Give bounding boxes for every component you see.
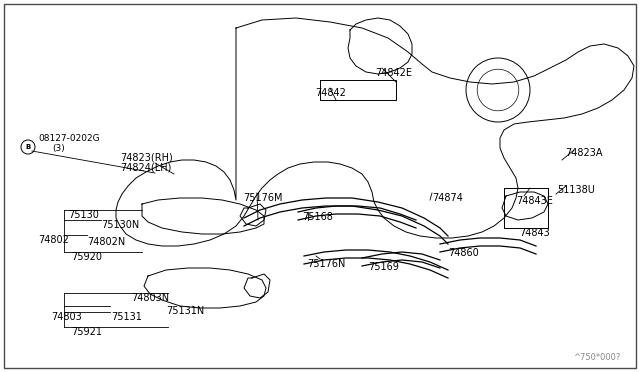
- Text: 74874: 74874: [432, 193, 463, 203]
- Text: 75176M: 75176M: [243, 193, 282, 203]
- Text: 74843E: 74843E: [516, 196, 553, 206]
- Text: 75920: 75920: [71, 252, 102, 262]
- Text: 74842: 74842: [315, 88, 346, 98]
- Text: 74823A: 74823A: [565, 148, 602, 158]
- Text: 75169: 75169: [368, 262, 399, 272]
- Text: 74824(LH): 74824(LH): [120, 162, 172, 172]
- Text: 75176N: 75176N: [307, 259, 346, 269]
- Text: (3): (3): [52, 144, 65, 153]
- Text: 75921: 75921: [71, 327, 102, 337]
- Text: 75131: 75131: [111, 312, 142, 322]
- Text: 75130: 75130: [68, 210, 99, 220]
- Text: 74802N: 74802N: [87, 237, 125, 247]
- Text: 74802: 74802: [38, 235, 69, 245]
- Text: B: B: [26, 144, 31, 150]
- Text: 51138U: 51138U: [557, 185, 595, 195]
- Text: 74803N: 74803N: [131, 293, 169, 303]
- Text: 74823(RH): 74823(RH): [120, 153, 173, 163]
- Text: 74842E: 74842E: [375, 68, 412, 78]
- Text: 74803: 74803: [51, 312, 82, 322]
- Text: 75130N: 75130N: [101, 220, 140, 230]
- Text: 08127-0202G: 08127-0202G: [38, 134, 100, 143]
- Text: 75131N: 75131N: [166, 306, 204, 316]
- Text: 75168: 75168: [302, 212, 333, 222]
- Text: 74843: 74843: [519, 228, 550, 238]
- Text: 74860: 74860: [448, 248, 479, 258]
- Text: ^750*000?: ^750*000?: [573, 353, 620, 362]
